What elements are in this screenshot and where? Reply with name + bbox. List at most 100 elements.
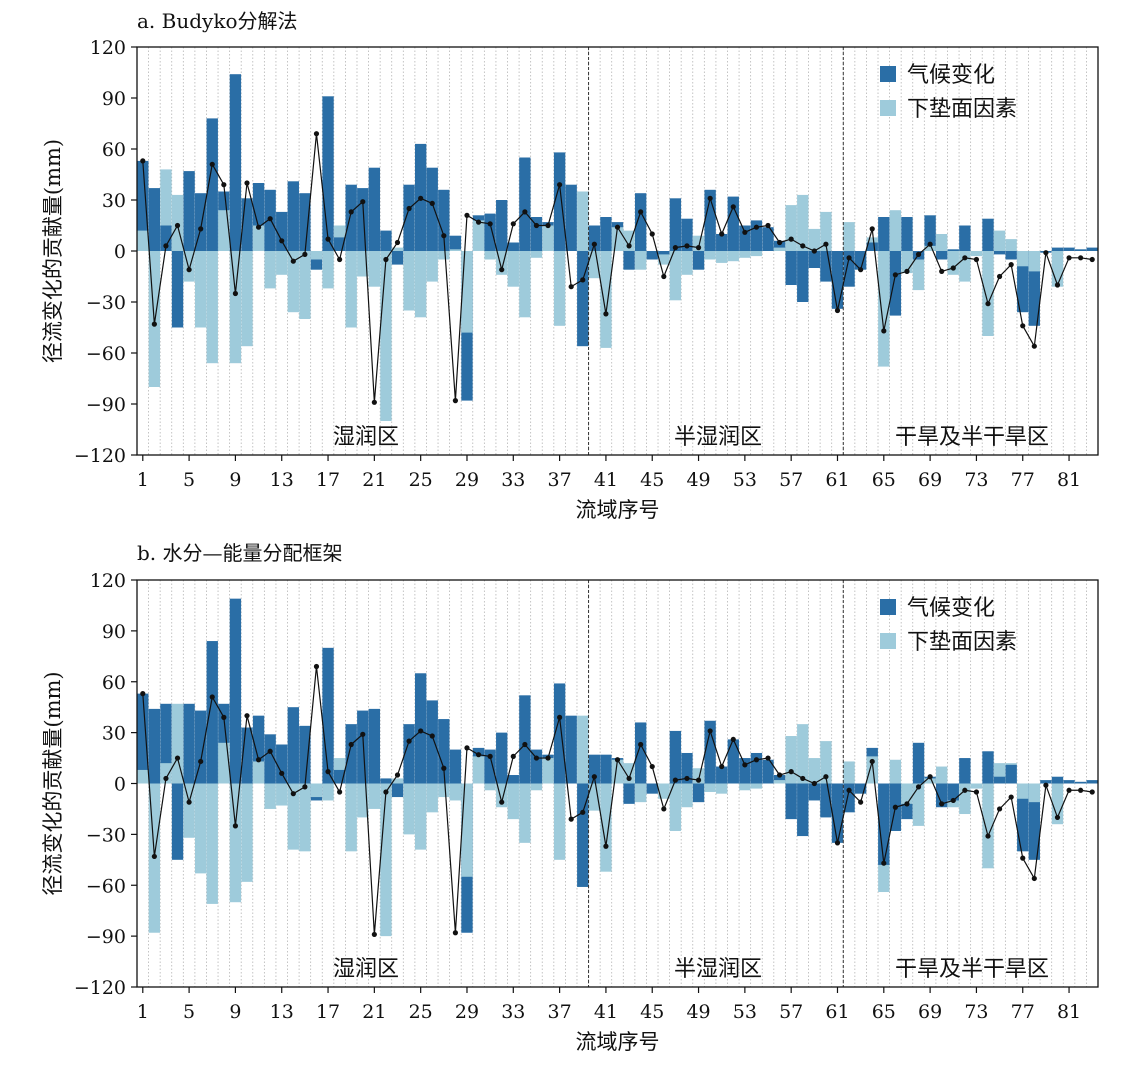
climate-bar: [808, 783, 821, 801]
climate-bar: [773, 240, 786, 251]
underlying-bar: [959, 251, 971, 282]
climate-bar: [831, 783, 844, 843]
climate-bar: [160, 703, 172, 784]
total-point: [1089, 256, 1095, 263]
underlying-bar: [878, 251, 890, 367]
total-point: [267, 216, 273, 222]
total-point: [325, 769, 331, 775]
total-point: [499, 267, 505, 273]
climate-bar: [577, 783, 589, 887]
underlying-bar: [588, 251, 601, 279]
climate-bar: [727, 196, 739, 251]
x-tick-label: 73: [964, 469, 988, 491]
total-point: [151, 853, 157, 860]
climate-bar: [137, 160, 149, 251]
climate-bar: [866, 242, 878, 251]
x-tick-label: 57: [779, 469, 803, 491]
underlying-bar: [716, 251, 728, 263]
y-axis: 120 90 60 30 0 −30 −60 −90 −120: [74, 570, 137, 999]
climate-bar: [727, 739, 739, 784]
climate-bar: [681, 218, 693, 251]
x-tick-label: 9: [229, 469, 241, 491]
climate-bar: [496, 732, 508, 784]
climate-bar: [391, 783, 404, 798]
underlying-bar: [773, 780, 786, 784]
underlying-bar: [936, 234, 948, 251]
climate-bar: [438, 189, 450, 251]
climate-bar: [600, 754, 612, 784]
underlying-bar: [634, 783, 647, 803]
underlying-bar: [600, 783, 612, 872]
total-point: [568, 284, 574, 290]
underlying-bar: [843, 222, 855, 251]
underlying-bar: [391, 778, 404, 784]
total-point: [695, 777, 702, 783]
y-axis-title: 径流变化的贡献量(mm): [41, 671, 65, 895]
x-tick-label: 65: [872, 469, 896, 491]
total-point: [811, 248, 817, 254]
climate-bar: [1063, 247, 1075, 251]
x-tick-label: 1: [137, 469, 149, 491]
climate-bar: [438, 719, 450, 784]
underlying-bar: [310, 251, 323, 260]
total-point: [834, 840, 841, 846]
total-point: [765, 755, 771, 761]
underlying-bar: [773, 247, 786, 251]
total-point: [348, 209, 354, 215]
total-point: [591, 241, 597, 247]
climate-bar: [762, 227, 774, 251]
x-tick-label: 25: [409, 469, 433, 491]
total-point: [649, 763, 655, 770]
climate-bar: [426, 700, 438, 784]
x-tick-label: 29: [455, 1001, 479, 1023]
climate-bar: [160, 225, 172, 251]
underlying-bar: [507, 783, 519, 820]
total-point: [360, 199, 366, 205]
underlying-bar: [345, 251, 357, 328]
total-point: [1078, 787, 1084, 793]
underlying-bar: [507, 251, 519, 287]
climate-bar: [1028, 783, 1040, 860]
underlying-bar: [299, 783, 311, 852]
climate-bar: [704, 189, 716, 251]
x-axis-title: 流域序号: [576, 1030, 660, 1054]
climate-bar: [750, 752, 763, 784]
total-point: [788, 769, 794, 775]
climate-bar: [148, 188, 161, 251]
total-point: [510, 221, 516, 227]
total-point: [510, 753, 516, 759]
underlying-bar: [322, 783, 334, 801]
total-point: [429, 733, 435, 739]
total-point: [869, 226, 875, 232]
underlying-bar: [519, 783, 531, 843]
y-tick-label: −30: [86, 824, 126, 846]
underlying-bar: [611, 759, 624, 784]
underlying-bar: [669, 783, 682, 831]
total-point: [730, 736, 736, 743]
region-label: 半湿润区: [674, 957, 762, 982]
underlying-bar: [449, 249, 462, 251]
climate-bar: [982, 218, 994, 251]
total-point: [1066, 787, 1072, 793]
underlying-bar: [137, 769, 149, 784]
underlying-bar: [276, 251, 288, 275]
underlying-bar: [241, 783, 253, 882]
underlying-bar: [530, 783, 543, 791]
climate-bar: [820, 783, 832, 818]
underlying-bar: [681, 783, 693, 808]
climate-bar: [854, 251, 867, 270]
underlying-bar: [692, 768, 705, 784]
total-point: [499, 799, 505, 805]
climate-bar: [507, 775, 519, 784]
climate-bar: [322, 647, 334, 784]
climate-bar: [403, 184, 415, 251]
y-axis-title: 径流变化的贡献量(mm): [41, 139, 65, 363]
climate-bar: [171, 251, 184, 328]
underlying-bar: [403, 251, 415, 311]
legend-swatch-underlying: [880, 633, 896, 649]
x-tick-label: 21: [362, 469, 386, 491]
climate-bar: [982, 751, 994, 784]
x-tick-label: 37: [548, 1001, 572, 1023]
